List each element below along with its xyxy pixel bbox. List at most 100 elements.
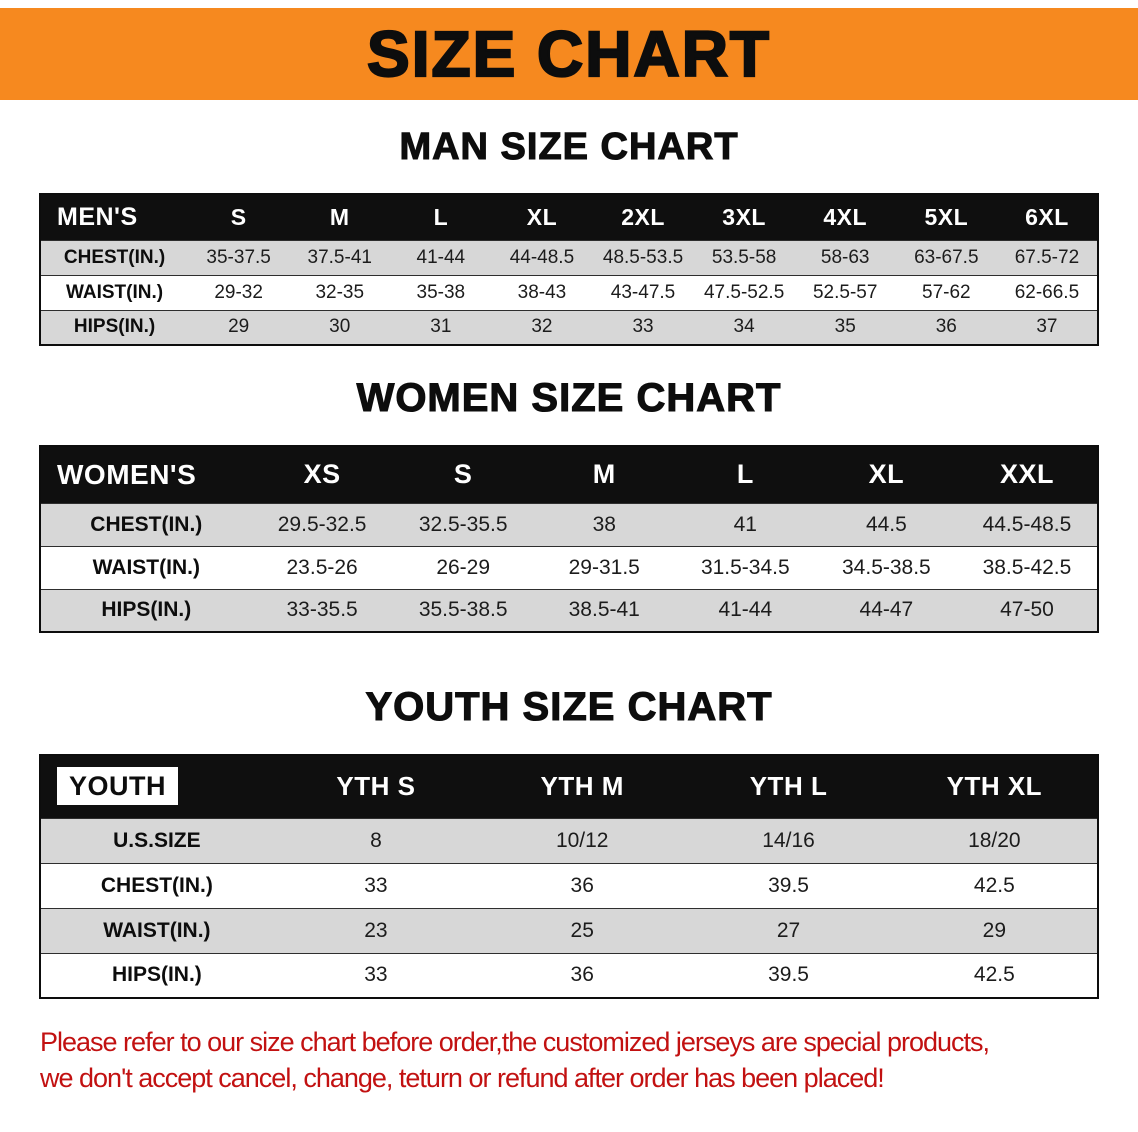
size-value: 35-38 [416, 281, 466, 303]
size-column-header: S [453, 459, 473, 490]
size-value: 36 [570, 963, 594, 987]
women-table-body: CHEST(IN.) 29.5-32.5 32.5-35.5 38 41 44.5 44.5… [40, 503, 1098, 632]
size-value: 44-48.5 [509, 246, 575, 268]
row-label: WAIST(IN.) [66, 281, 164, 303]
size-value: 41-44 [416, 246, 466, 268]
youth-section-heading: YOUTH SIZE CHART [365, 684, 773, 729]
size-column-header: L [433, 203, 449, 230]
women-size-table: WOMEN'S XS S M L XL XXL CHEST(IN.) 29.5-32.5 32.… [39, 445, 1099, 633]
row-label: CHEST(IN.) [63, 246, 166, 268]
size-column-header: XS [303, 459, 341, 490]
size-value: 48.5-53.5 [602, 246, 684, 268]
row-label: CHEST(IN.) [90, 512, 203, 536]
size-value: 37.5-41 [307, 246, 372, 268]
size-value: 39.5 [768, 873, 809, 897]
youth-size-table: YOUTH YTH S YTH M YTH L YTH XL U.S.SIZE 8 10/1… [39, 754, 1099, 999]
size-value: 43-47.5 [610, 281, 676, 303]
table-row: U.S.SIZE 8 10/12 14/16 18/20 [40, 818, 1098, 863]
table-corner-label-text: MEN'S [57, 202, 138, 231]
size-value: 33 [632, 316, 654, 338]
table-row: WAIST(IN.) 23 25 27 29 [40, 908, 1098, 953]
size-value: 47-50 [1000, 598, 1054, 622]
size-column-header: YTH XL [946, 771, 1043, 802]
size-value: 29 [982, 918, 1007, 942]
table-corner-label: YOUTH [40, 755, 273, 818]
page-title: SIZE CHART [366, 17, 771, 91]
size-value: 58-63 [820, 246, 870, 268]
size-value: 29.5-32.5 [277, 512, 367, 536]
size-value: 18/20 [968, 828, 1021, 852]
table-row: WAIST(IN.) 29-32 32-35 35-38 38-43 43-47.5 47.… [40, 275, 1098, 310]
size-column-header: M [329, 203, 350, 230]
size-value: 37 [1036, 316, 1058, 338]
table-row: HIPS(IN.) 29 30 31 32 33 34 35 36 37 [40, 310, 1098, 345]
size-value: 38.5-41 [568, 598, 640, 622]
size-column-header: YTH S [336, 771, 416, 802]
size-value: 44.5 [865, 512, 907, 536]
size-column-header: 4XL [823, 203, 868, 230]
size-value: 33-35.5 [286, 598, 358, 622]
size-value: 29-31.5 [568, 555, 640, 579]
size-value: 33 [364, 873, 388, 897]
table-corner-label: WOMEN'S [40, 446, 252, 503]
table-row: HIPS(IN.) 33-35.5 35.5-38.5 38.5-41 41-44 44-… [40, 589, 1098, 632]
size-value: 10/12 [555, 828, 609, 852]
men-table-header-row: MEN'S S M L XL 2XL 3XL 4XL 5XL 6XL [40, 194, 1098, 240]
table-corner-label-text: YOUTH [57, 767, 178, 806]
table-row: CHEST(IN.) 33 36 39.5 42.5 [40, 863, 1098, 908]
youth-table-header-row: YOUTH YTH S YTH M YTH L YTH XL [40, 755, 1098, 818]
size-column-header: YTH L [749, 771, 828, 802]
size-column-header: YTH M [540, 771, 624, 802]
size-value: 52.5-57 [812, 281, 878, 303]
size-value: 35.5-38.5 [418, 598, 508, 622]
table-row: CHEST(IN.) 35-37.5 37.5-41 41-44 44-48.5 48.5… [40, 240, 1098, 275]
size-value: 38 [592, 512, 616, 536]
size-value: 32 [531, 316, 553, 338]
size-value: 35 [834, 316, 856, 338]
row-label: HIPS(IN.) [111, 963, 202, 987]
size-column-header: XL [868, 459, 905, 490]
size-column-header: XL [526, 203, 558, 230]
row-label: HIPS(IN.) [101, 598, 192, 622]
table-row: CHEST(IN.) 29.5-32.5 32.5-35.5 38 41 44.5 44.5… [40, 503, 1098, 546]
size-value: 47.5-52.5 [703, 281, 785, 303]
size-value: 57-62 [922, 281, 971, 303]
size-value: 31 [430, 316, 452, 338]
size-value: 27 [776, 918, 801, 942]
size-column-header: 3XL [722, 203, 766, 230]
size-column-header: 6XL [1025, 203, 1069, 230]
size-value: 31.5-34.5 [700, 555, 790, 579]
size-value: 29 [228, 316, 250, 338]
table-corner-label-text: WOMEN'S [57, 458, 197, 490]
disclaimer-line-1: Please refer to our size chart before or… [40, 1027, 990, 1057]
row-label: U.S.SIZE [113, 828, 201, 852]
disclaimer: Please refer to our size chart before or… [40, 1025, 1138, 1097]
banner: SIZE CHART [0, 8, 1138, 100]
size-value: 41-44 [718, 598, 773, 622]
size-value: 44.5-48.5 [982, 512, 1072, 536]
men-size-table: MEN'S S M L XL 2XL 3XL 4XL 5XL 6XL CHEST(IN.) 35-3… [39, 193, 1099, 346]
size-value: 23 [364, 918, 388, 942]
size-value: 26-29 [436, 555, 491, 579]
men-section-heading: MAN SIZE CHART [399, 125, 739, 168]
size-value: 39.5 [768, 963, 809, 987]
disclaimer-line-2: we don't accept cancel, change, teturn o… [40, 1062, 885, 1093]
size-column-header: L [736, 459, 754, 490]
size-column-header: M [592, 459, 616, 490]
size-value: 14/16 [762, 828, 815, 852]
size-value: 33 [364, 963, 388, 987]
size-value: 34 [733, 316, 755, 338]
size-column-header: S [230, 203, 247, 230]
size-value: 34.5-38.5 [842, 555, 931, 579]
size-column-header: 5XL [924, 203, 969, 230]
size-value: 36 [935, 316, 957, 338]
size-value: 25 [570, 918, 594, 942]
size-value: 67.5-72 [1014, 246, 1080, 268]
size-value: 23.5-26 [286, 555, 358, 579]
men-table-body: CHEST(IN.) 35-37.5 37.5-41 41-44 44-48.5 48.5… [40, 240, 1098, 345]
size-value: 8 [370, 828, 382, 852]
size-column-header: 2XL [621, 203, 665, 230]
size-value: 63-67.5 [914, 246, 979, 268]
row-label: HIPS(IN.) [73, 316, 156, 338]
size-value: 32-35 [315, 281, 365, 303]
